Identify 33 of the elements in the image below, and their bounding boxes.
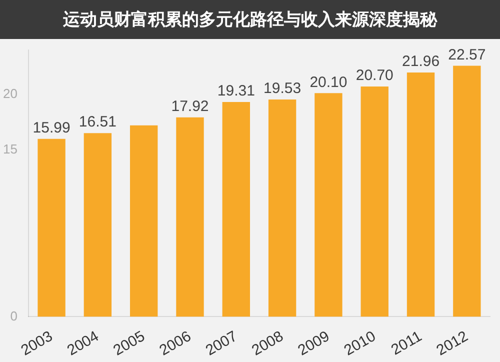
x-tick-label: 2011	[388, 328, 425, 359]
x-tick-label: 2007	[202, 328, 240, 360]
data-label: 17.92	[171, 98, 209, 116]
y-tick-label: 20	[2, 86, 18, 101]
bar	[268, 100, 296, 317]
x-tick-label: 2010	[341, 328, 379, 360]
x-tick-label: 2003	[18, 328, 56, 360]
y-tick-label: 0	[10, 308, 18, 324]
bar	[314, 93, 342, 317]
x-tick-label: 2004	[64, 328, 102, 360]
x-tick-label: 2009	[295, 328, 333, 360]
data-label: 21.96	[402, 53, 440, 70]
bar	[38, 138, 66, 317]
x-tick-label: 2005	[110, 328, 148, 360]
bar	[453, 66, 481, 317]
data-label: 15.99	[32, 120, 70, 137]
data-label: 16.51	[78, 114, 116, 131]
data-label: 22.57	[448, 46, 486, 64]
bar	[130, 125, 158, 317]
x-tick-label: 2012	[434, 328, 471, 360]
chart-title: 运动员财富积累的多元化路径与收入来源深度揭秘	[0, 0, 500, 39]
bar	[176, 117, 204, 317]
bar	[222, 102, 250, 317]
data-label: 19.53	[264, 80, 302, 98]
bar	[84, 133, 112, 317]
bar	[360, 86, 388, 317]
x-tick-label: 2008	[248, 328, 286, 360]
data-label: 20.10	[310, 74, 348, 91]
data-label: 19.31	[217, 82, 255, 100]
y-tick-label: 15	[2, 141, 18, 156]
data-label: 20.70	[356, 67, 394, 84]
bar	[406, 72, 435, 317]
x-tick-label: 2006	[156, 328, 194, 360]
